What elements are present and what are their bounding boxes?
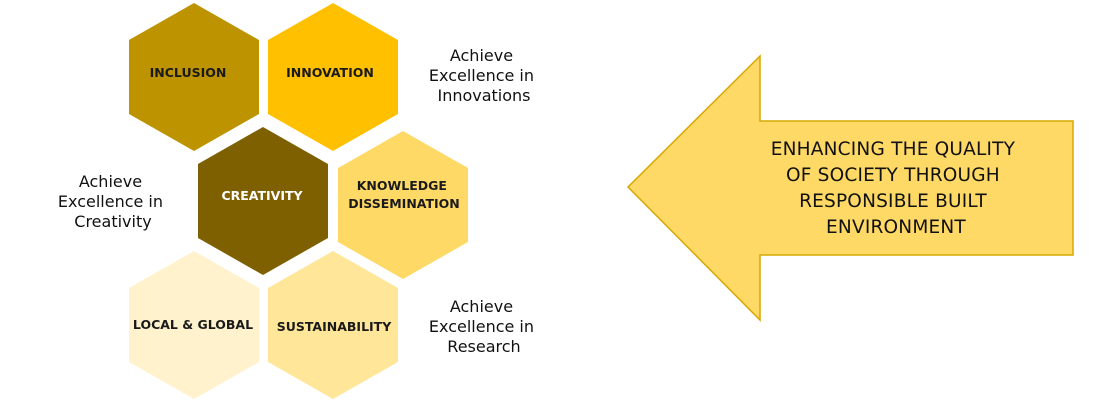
goal-arrow-shape [626, 54, 1074, 322]
hex-sustainability-label: SUSTAINABILITY [277, 319, 392, 334]
hex-creativity-shape [198, 127, 328, 275]
hex-local-global-shape [129, 251, 259, 399]
hex-sustainability-shape [268, 251, 398, 399]
hex-inclusion: INCLUSION [129, 3, 259, 151]
caption-creativity: Achieve Excellence in Creativity [58, 172, 168, 231]
hex-innovation-shape [268, 3, 398, 151]
caption-research: Achieve Excellence in Research [429, 297, 539, 356]
hex-creativity: CREATIVITY [198, 127, 328, 275]
hex-local-global: LOCAL & GLOBAL [129, 251, 259, 399]
hex-innovation: INNOVATION [268, 3, 398, 151]
hex-knowledge-dissemination-shape [338, 131, 468, 279]
hex-inclusion-label: INCLUSION [150, 65, 227, 80]
hex-creativity-label: CREATIVITY [221, 188, 303, 203]
caption-innovations: Achieve Excellence in Innovations [429, 46, 539, 105]
goal-arrow-label: ENHANCING THE QUALITY OF SOCIETY THROUGH… [771, 139, 1022, 238]
hex-innovation-label: INNOVATION [286, 65, 374, 80]
hex-inclusion-shape [129, 3, 259, 151]
goal-arrow: ENHANCING THE QUALITY OF SOCIETY THROUGH… [626, 54, 1074, 322]
hex-sustainability: SUSTAINABILITY [268, 251, 398, 399]
hex-knowledge-dissemination-label: KNOWLEDGE DISSEMINATION [348, 178, 460, 211]
hex-knowledge-dissemination: KNOWLEDGE DISSEMINATION [338, 131, 468, 279]
hex-local-global-label: LOCAL & GLOBAL [133, 317, 253, 332]
